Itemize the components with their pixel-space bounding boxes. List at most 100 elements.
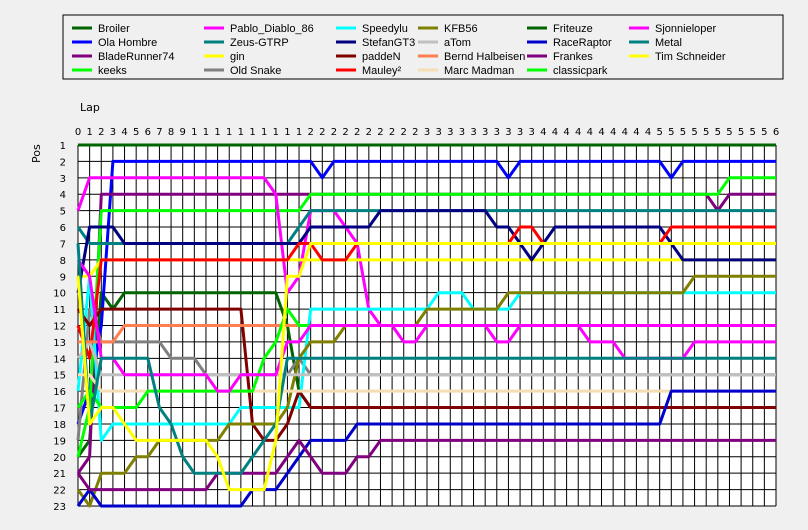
y-tick-label: 18 <box>53 420 66 431</box>
legend-label: aTom <box>444 37 471 49</box>
legend-label: keeks <box>98 65 127 77</box>
legend-label: Speedylu <box>362 23 408 35</box>
legend-label: Old Snake <box>230 65 281 77</box>
legend-label: classicpark <box>553 65 608 77</box>
y-tick-label: 7 <box>60 239 66 250</box>
y-tick-label: 11 <box>53 305 66 316</box>
legend-label: Zeus-GTRP <box>230 37 289 49</box>
series-line <box>76 438 776 492</box>
y-tick-label: 9 <box>60 272 66 283</box>
x-tick-label: 1 <box>296 127 302 138</box>
x-tick-label: 4 <box>575 127 581 138</box>
x-tick-label: 6 <box>773 127 779 138</box>
x-tick-label: 4 <box>587 127 593 138</box>
x-tick-label: 8 <box>168 127 174 138</box>
x-tick-label: 6 <box>145 127 151 138</box>
legend-label: Marc Madman <box>444 65 514 77</box>
series-line <box>76 307 776 442</box>
x-tick-label: 2 <box>354 127 360 138</box>
x-tick-label: 4 <box>121 127 127 138</box>
x-tick-label: 1 <box>284 127 290 138</box>
series-lines <box>76 143 776 508</box>
x-tick-label: 5 <box>691 127 697 138</box>
x-tick-label: 1 <box>238 127 244 138</box>
legend: Broiler Ola Hombre BladeRunner74 keeks Pablo… <box>62 14 784 80</box>
y-tick-label: 15 <box>53 371 66 382</box>
series-line <box>76 259 776 393</box>
x-tick-label: 3 <box>505 127 511 138</box>
x-tick-label: 2 <box>342 127 348 138</box>
x-tick-label: 1 <box>86 127 92 138</box>
x-tick-label: 5 <box>656 127 662 138</box>
x-tick-label: 4 <box>598 127 604 138</box>
x-tick-label: 3 <box>424 127 430 138</box>
x-tick-label: 0 <box>75 127 81 138</box>
legend-label: Broiler <box>98 23 130 35</box>
x-axis-title: Lap <box>80 101 100 114</box>
legend-label: Tim Schneider <box>655 51 726 63</box>
y-tick-label: 2 <box>60 157 66 168</box>
legend-label: KFB56 <box>444 23 478 35</box>
y-tick-label: 3 <box>60 174 66 185</box>
x-tick-label: 3 <box>482 127 488 138</box>
y-tick-label: 10 <box>53 289 66 300</box>
x-tick-label: 4 <box>622 127 628 138</box>
x-tick-label: 1 <box>226 127 232 138</box>
x-tick-label: 1 <box>203 127 209 138</box>
x-tick-label: 5 <box>715 127 721 138</box>
y-tick-label: 19 <box>53 436 66 447</box>
series-line <box>76 209 776 293</box>
x-tick-label: 3 <box>470 127 476 138</box>
x-tick-label: 5 <box>726 127 732 138</box>
y-tick-label: 4 <box>60 190 66 201</box>
x-tick-label: 5 <box>703 127 709 138</box>
x-tick-label: 3 <box>435 127 441 138</box>
legend-label: gin <box>230 51 245 63</box>
x-tick-label: 3 <box>459 127 465 138</box>
legend-label: Friteuze <box>553 23 593 35</box>
legend-label: StefanGT3 <box>362 37 415 49</box>
x-tick-label: 7 <box>156 127 162 138</box>
y-tick-label: 20 <box>53 453 66 464</box>
x-tick-label: 1 <box>249 127 255 138</box>
x-tick-label: 2 <box>98 127 104 138</box>
legend-label: Sjonnieloper <box>655 23 716 35</box>
legend-label: Ola Hombre <box>98 37 157 49</box>
y-tick-label: 23 <box>53 502 66 513</box>
legend-label: paddeN <box>362 51 401 63</box>
x-tick-label: 3 <box>494 127 500 138</box>
x-tick-label: 5 <box>738 127 744 138</box>
x-tick-label: 2 <box>319 127 325 138</box>
x-tick-label: 2 <box>366 127 372 138</box>
y-tick-label: 17 <box>53 404 66 415</box>
legend-label: Mauley² <box>362 65 401 77</box>
series-line <box>76 176 776 458</box>
legend-box <box>62 14 784 80</box>
y-tick-label: 21 <box>53 469 66 480</box>
x-tick-label: 1 <box>273 127 279 138</box>
x-tick-label: 5 <box>133 127 139 138</box>
y-tick-label: 22 <box>53 486 66 497</box>
x-tick-label: 5 <box>761 127 767 138</box>
legend-label: Frankes <box>553 51 593 63</box>
series-line <box>76 389 776 508</box>
x-tick-label: 2 <box>401 127 407 138</box>
x-tick-label: 1 <box>261 127 267 138</box>
y-tick-label: 14 <box>53 354 66 365</box>
x-tick-label: 2 <box>331 127 337 138</box>
series-line <box>76 159 776 425</box>
x-tick-label: 4 <box>552 127 558 138</box>
legend-label: Metal <box>655 37 682 49</box>
y-tick-label: 8 <box>60 256 66 267</box>
x-tick-label: 3 <box>517 127 523 138</box>
x-tick-label: 2 <box>377 127 383 138</box>
x-tick-label: 4 <box>540 127 546 138</box>
x-tick-label: 5 <box>680 127 686 138</box>
series-line <box>76 242 776 492</box>
y-tick-label: 12 <box>53 322 66 333</box>
y-tick-label: 13 <box>53 338 66 349</box>
x-tick-label: 2 <box>307 127 313 138</box>
x-tick-label: 2 <box>412 127 418 138</box>
